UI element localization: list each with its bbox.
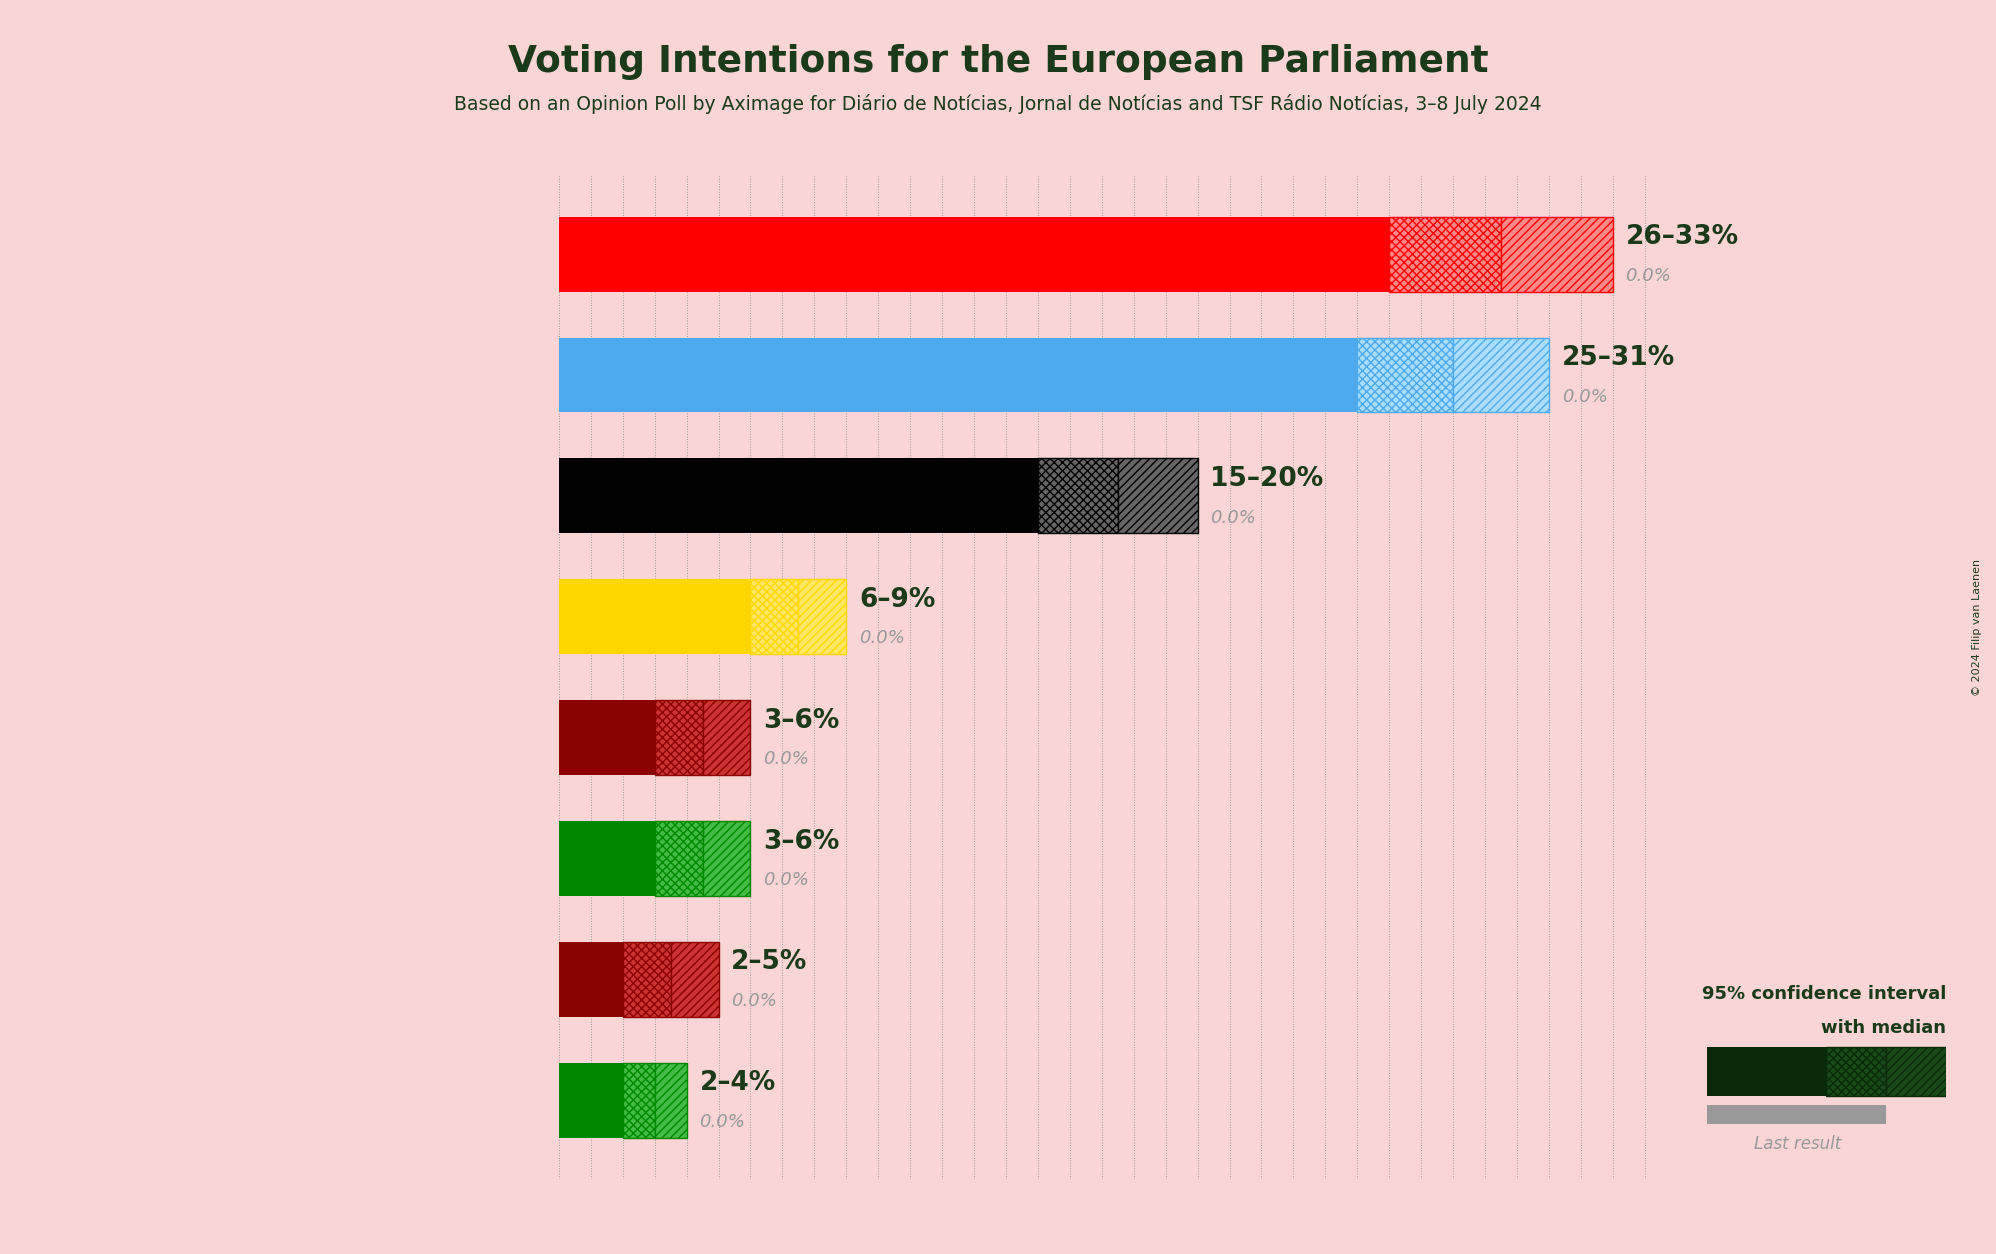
- Bar: [1501, 217, 1613, 292]
- Text: 0.0%: 0.0%: [1561, 387, 1607, 406]
- Bar: [559, 217, 1389, 292]
- Bar: [703, 700, 750, 775]
- Bar: [559, 1062, 623, 1137]
- Text: with median: with median: [1820, 1020, 1946, 1037]
- Bar: [1118, 459, 1198, 533]
- Bar: [655, 1062, 687, 1137]
- Text: 95% confidence interval: 95% confidence interval: [1703, 986, 1946, 1003]
- Text: © 2024 Filip van Laenen: © 2024 Filip van Laenen: [1972, 558, 1982, 696]
- Text: 0.0%: 0.0%: [1625, 267, 1671, 285]
- Text: 2–5%: 2–5%: [731, 949, 808, 976]
- Text: 3–6%: 3–6%: [762, 829, 840, 854]
- Text: Voting Intentions for the European Parliament: Voting Intentions for the European Parli…: [507, 44, 1489, 80]
- Text: 0.0%: 0.0%: [762, 750, 808, 769]
- Text: 6–9%: 6–9%: [858, 587, 936, 613]
- Bar: [750, 579, 798, 655]
- Bar: [655, 700, 703, 775]
- Bar: [1826, 1047, 1886, 1096]
- Bar: [1886, 1047, 1946, 1096]
- Bar: [1453, 337, 1549, 413]
- Text: 2–4%: 2–4%: [699, 1070, 776, 1096]
- Bar: [559, 821, 655, 895]
- Text: Based on an Opinion Poll by Aximage for Diário de Notícias, Jornal de Notícias a: Based on an Opinion Poll by Aximage for …: [455, 94, 1541, 114]
- Bar: [1707, 1105, 1886, 1125]
- Text: 0.0%: 0.0%: [731, 992, 776, 1009]
- Bar: [703, 821, 750, 895]
- Text: 15–20%: 15–20%: [1210, 466, 1323, 492]
- Bar: [559, 579, 750, 655]
- Bar: [559, 459, 1038, 533]
- Bar: [655, 821, 703, 895]
- Bar: [1038, 459, 1118, 533]
- Text: 0.0%: 0.0%: [858, 630, 904, 647]
- Text: Last result: Last result: [1754, 1135, 1840, 1152]
- Bar: [559, 942, 623, 1017]
- Bar: [623, 1062, 655, 1137]
- Bar: [1707, 1047, 1826, 1096]
- Text: 0.0%: 0.0%: [1210, 509, 1255, 527]
- Text: 0.0%: 0.0%: [699, 1114, 745, 1131]
- Text: 25–31%: 25–31%: [1561, 345, 1675, 371]
- Text: 26–33%: 26–33%: [1625, 224, 1739, 251]
- Bar: [623, 942, 671, 1017]
- Text: 0.0%: 0.0%: [762, 872, 808, 889]
- Bar: [559, 337, 1357, 413]
- Bar: [1389, 217, 1501, 292]
- Text: 3–6%: 3–6%: [762, 707, 840, 734]
- Bar: [798, 579, 846, 655]
- Bar: [671, 942, 719, 1017]
- Bar: [559, 700, 655, 775]
- Bar: [1357, 337, 1453, 413]
